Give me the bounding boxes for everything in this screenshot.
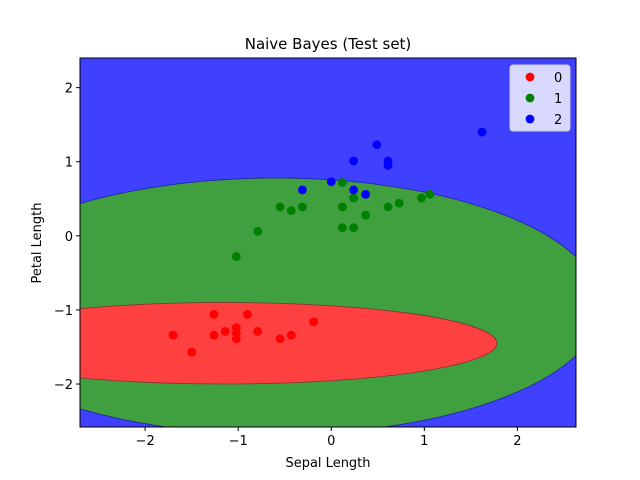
point-class-0 — [209, 330, 219, 340]
legend: 0 1 2 — [509, 64, 571, 132]
decision-regions — [80, 58, 576, 427]
legend-marker-2 — [525, 114, 535, 124]
legend-label-2: 2 — [554, 113, 562, 128]
point-class-1 — [361, 210, 371, 220]
point-class-2 — [383, 161, 393, 170]
point-class-1 — [338, 202, 347, 212]
point-class-1 — [298, 202, 307, 212]
point-class-0 — [187, 347, 197, 357]
point-class-0 — [253, 327, 263, 336]
point-class-0 — [243, 309, 252, 319]
x-tick-label: 2 — [513, 434, 521, 449]
y-axis-label: Petal Length — [30, 202, 45, 283]
x-axis-label: Sepal Length — [285, 456, 370, 471]
y-axis: −2 −1 0 1 2 — [54, 82, 80, 393]
point-class-0 — [209, 309, 219, 319]
chart-title: Naive Bayes (Test set) — [245, 35, 412, 53]
point-class-2 — [349, 185, 358, 195]
x-tick-label: 1 — [420, 434, 428, 449]
y-tick-label: −2 — [54, 378, 73, 393]
point-class-1 — [394, 198, 404, 208]
point-class-1 — [417, 193, 426, 203]
plot-area — [79, 57, 577, 428]
point-class-1 — [338, 178, 347, 187]
point-class-2 — [372, 140, 382, 150]
point-class-2 — [298, 185, 307, 195]
point-class-2 — [326, 177, 336, 187]
point-class-1 — [425, 189, 435, 199]
legend-box — [509, 64, 571, 132]
point-class-2 — [477, 127, 487, 137]
point-class-0 — [275, 334, 285, 344]
point-class-1 — [383, 202, 393, 212]
y-tick-label: 2 — [65, 82, 73, 97]
legend-label-1: 1 — [554, 92, 562, 107]
point-class-1 — [231, 252, 241, 261]
x-tick-label: −1 — [229, 434, 248, 449]
x-axis: −2 −1 0 1 2 — [136, 427, 522, 449]
y-tick-label: 0 — [65, 230, 73, 245]
point-class-1 — [275, 202, 285, 212]
point-class-0 — [309, 317, 318, 327]
plot-frame — [79, 57, 577, 428]
region-class-0 — [80, 302, 498, 385]
legend-marker-1 — [525, 93, 535, 103]
legend-label-0: 0 — [554, 71, 562, 86]
point-class-1 — [349, 223, 358, 233]
x-tick-label: −2 — [136, 434, 155, 449]
point-class-1 — [253, 226, 263, 236]
x-tick-label: 0 — [327, 434, 335, 449]
point-class-2 — [349, 156, 358, 166]
legend-marker-0 — [525, 72, 535, 82]
scatter-points — [168, 127, 487, 357]
y-tick-label: −1 — [54, 304, 73, 319]
point-class-0 — [220, 327, 230, 336]
point-class-0 — [231, 334, 241, 344]
point-class-1 — [349, 193, 358, 203]
point-class-1 — [338, 223, 347, 233]
y-tick-label: 1 — [65, 156, 73, 171]
point-class-0 — [168, 330, 178, 340]
point-class-1 — [286, 206, 296, 216]
point-class-2 — [361, 189, 371, 199]
point-class-0 — [286, 330, 296, 340]
